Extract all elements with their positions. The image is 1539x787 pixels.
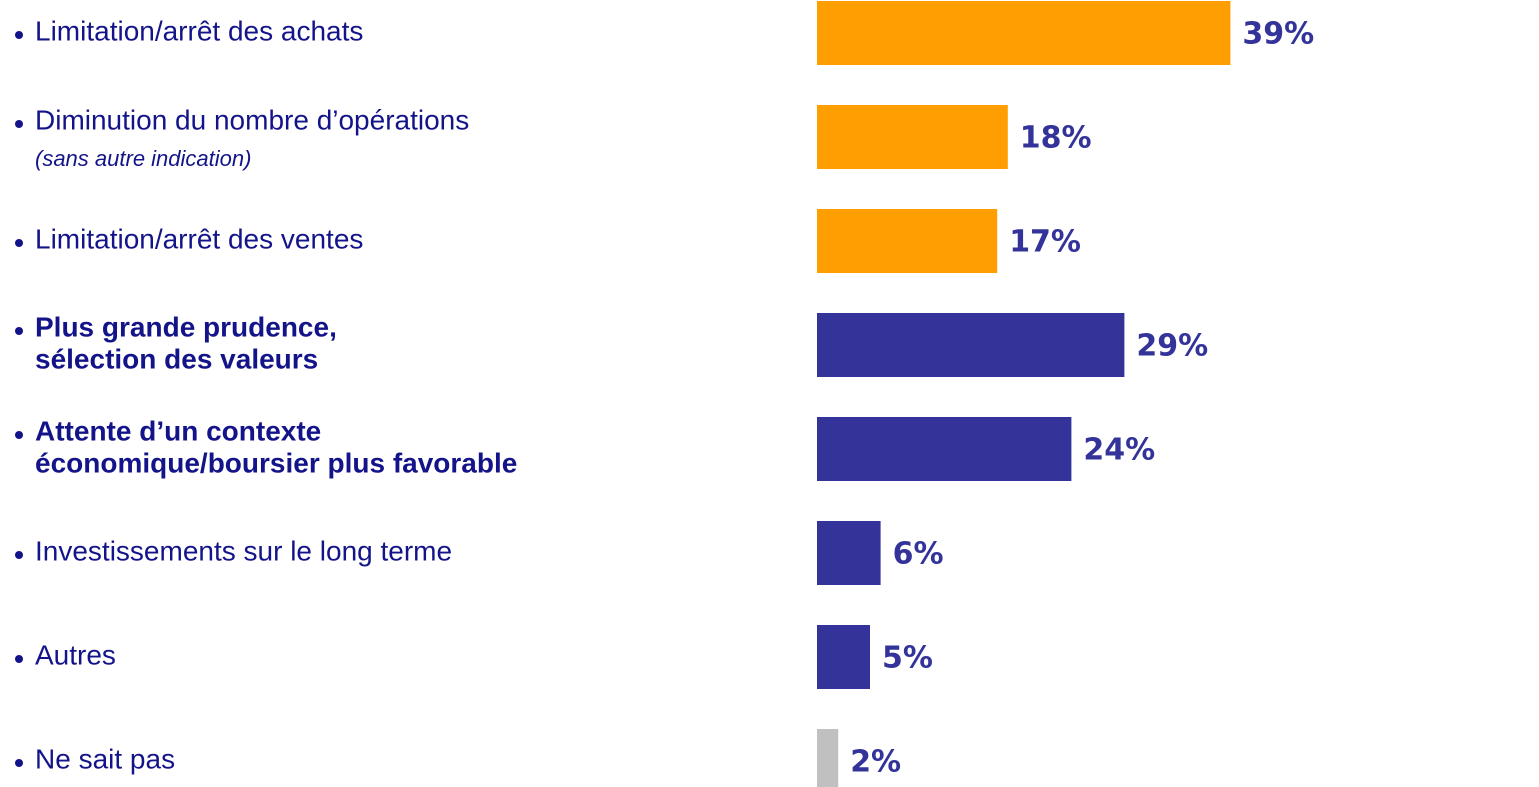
bullet (15, 327, 23, 335)
value-label: 39% (1242, 17, 1314, 52)
category-label: Ne sait pas (35, 743, 175, 774)
bar (817, 105, 1008, 169)
category-note: (sans autre indication) (35, 146, 251, 171)
bar (817, 209, 998, 273)
value-label: 24% (1083, 433, 1155, 468)
value-label: 6% (893, 537, 944, 572)
bar (817, 417, 1072, 481)
value-label: 5% (882, 641, 933, 676)
bar (817, 625, 870, 689)
bullet (15, 551, 23, 559)
category-label: Limitation/arrêt des ventes (35, 223, 363, 254)
bar (817, 521, 881, 585)
bullet (15, 31, 23, 39)
bullet (15, 431, 23, 439)
value-label: 18% (1020, 121, 1092, 156)
value-label: 17% (1009, 225, 1081, 260)
category-label: Autres (35, 639, 116, 670)
category-label: sélection des valeurs (35, 343, 318, 374)
bar (817, 729, 839, 787)
category-label: Investissements sur le long terme (35, 535, 452, 566)
value-label: 29% (1136, 329, 1208, 364)
bar (817, 1, 1231, 65)
category-label: Plus grande prudence, (35, 311, 337, 342)
category-label: économique/boursier plus favorable (35, 447, 517, 478)
category-label: Limitation/arrêt des achats (35, 15, 363, 46)
value-label: 2% (850, 745, 901, 780)
bar (817, 313, 1125, 377)
bullet (15, 655, 23, 663)
bullet (15, 120, 23, 128)
category-label: Attente d’un contexte (35, 415, 321, 446)
bullet (15, 759, 23, 767)
bullet (15, 239, 23, 247)
category-label: Diminution du nombre d’opérations (35, 104, 469, 135)
